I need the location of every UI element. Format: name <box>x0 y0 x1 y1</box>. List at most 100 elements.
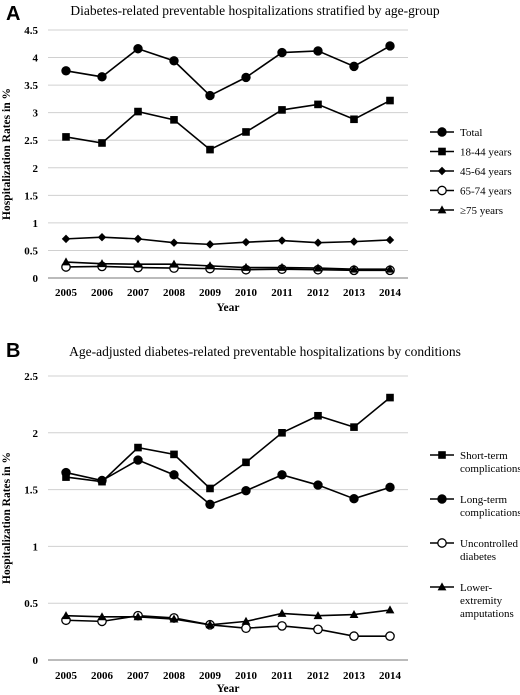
panel-b-legend-label: Uncontrolled <box>460 538 519 550</box>
panel-b-xtick-label: 2006 <box>91 670 114 682</box>
panel-a-series-3-point <box>313 238 323 247</box>
panel-a-ytick-label: 0.5 <box>24 245 38 257</box>
panel-b-series-4-point <box>169 614 179 623</box>
panel-b-legend-label: complications <box>460 507 520 519</box>
panel-b-xtick-label: 2007 <box>127 670 150 682</box>
panel-a-series-2-point <box>386 96 394 105</box>
panel-b-series-line-4 <box>65 609 391 626</box>
panel-b-legend-marker <box>437 538 447 548</box>
panel-b-series-2-point <box>133 455 143 465</box>
panel-a-series-1-point <box>277 47 287 58</box>
panel-a-series-2-point <box>314 100 322 109</box>
panel-a-xtick-label: 2013 <box>343 287 366 299</box>
panel-a-series-2-point <box>134 107 142 116</box>
panel-b-series-2-point <box>277 470 287 480</box>
panel-a-legend-label: 45-64 years <box>460 166 512 178</box>
panel-a-xtick-label: 2005 <box>55 287 78 299</box>
panel-b-series-line-3 <box>65 614 390 637</box>
panel-a-series-2-point <box>98 139 106 147</box>
panel-a-title: Diabetes-related preventable hospitaliza… <box>70 3 439 18</box>
panel-a-letter: A <box>6 3 20 25</box>
panel-b-ytick-label: 0 <box>33 655 39 667</box>
panel-a-series-3-point <box>133 234 143 244</box>
panel-b-xtick-label: 2010 <box>235 670 258 682</box>
panel-b-xlabel: Year <box>217 683 240 695</box>
panel-b-legend-label: diabetes <box>460 551 496 563</box>
panel-b-series-1-point <box>170 450 178 459</box>
panel-a-series-2-point <box>170 116 178 124</box>
panel-b-series-2-point <box>385 482 395 493</box>
panel-a-ytick-label: 1.5 <box>24 190 38 202</box>
panel-a-series-5-point <box>169 259 179 268</box>
panel-a-xtick-label: 2006 <box>91 287 114 299</box>
panel-b-series-4-point <box>241 616 251 625</box>
panel-a-xtick-label: 2010 <box>235 287 258 299</box>
panel-b-xtick-label: 2009 <box>199 670 222 682</box>
panel-b-letter: B <box>6 340 20 362</box>
panel-a-series-3-point <box>385 235 395 245</box>
panel-a-legend-marker <box>438 147 446 156</box>
panel-b-series-1-point <box>206 484 214 493</box>
panel-b-legend-label: Short-term <box>460 450 508 462</box>
panel-b-ytick-label: 2 <box>33 428 39 440</box>
panel-a-series-3-point <box>205 240 215 249</box>
panel-a-series-1-point <box>97 72 107 82</box>
panel-a-legend-marker <box>437 205 447 214</box>
panel-b-series-1-point <box>278 429 286 437</box>
panel-b-series-line-1 <box>65 396 391 490</box>
panel-a-series-5-point <box>349 264 359 273</box>
panel-a-series-2-point <box>278 106 286 114</box>
panel-b-ytick-label: 1.5 <box>24 485 38 497</box>
panel-a-xlabel: Year <box>217 302 240 314</box>
panel-b-series-4-point <box>349 609 359 618</box>
panel-b-xtick-label: 2014 <box>379 670 402 682</box>
panel-b-series-2-point <box>205 499 215 510</box>
panel-a-series-2-point <box>62 133 70 141</box>
panel-a-series-line-4 <box>65 265 390 272</box>
panel-b-series-2-point <box>241 486 251 496</box>
panel-a-legend-label: ≥75 years <box>460 205 503 217</box>
panel-a-series-3-point <box>277 236 287 245</box>
panel-b-xtick-label: 2005 <box>55 670 78 682</box>
panel-a-ytick-label: 3 <box>33 108 39 120</box>
panel-a-xtick-label: 2012 <box>307 287 330 299</box>
panel-a-ytick-label: 1 <box>33 218 39 230</box>
panel-a-ytick-label: 3.5 <box>24 80 38 92</box>
panel-a-series-1-point <box>313 46 323 56</box>
panel-b-xtick-label: 2013 <box>343 670 366 682</box>
panel-b-legend-label: amputations <box>460 608 514 620</box>
panel-b-series-3-point <box>313 624 323 635</box>
panel-a-series-5-point <box>313 263 323 272</box>
panel-a-series-5-point <box>97 259 107 268</box>
panel-b-series-2-point <box>313 480 323 490</box>
panel-a-series-2-point <box>350 115 358 124</box>
panel-a-series-5-point <box>277 262 287 271</box>
panel-b-series-4-point <box>205 620 215 629</box>
panel-b-series-4-point <box>97 612 107 621</box>
panel-a-legend-label: 18-44 years <box>460 147 512 159</box>
panel-b-legend-marker <box>438 451 446 459</box>
panel-a-legend-marker <box>437 127 447 137</box>
panel-a-series-3-point <box>97 233 107 242</box>
panel-a-series-3-point <box>241 237 251 247</box>
panel-a-xtick-label: 2014 <box>379 287 402 299</box>
panel-b-series-4-point <box>277 608 287 617</box>
panel-b-series-line-2 <box>65 459 391 506</box>
panel-a-series-3-point <box>169 238 179 247</box>
panel-a-legend-label: 65-74 years <box>460 186 512 198</box>
panel-b-series-3-point <box>241 623 251 634</box>
panel-b-xtick-label: 2011 <box>271 670 292 682</box>
panel-a-series-3-point <box>61 234 71 244</box>
panel-a-series-line-2 <box>65 99 391 151</box>
panel-a-series-5-point <box>385 264 395 273</box>
panel-a-series-1-point <box>385 41 395 51</box>
panel-b-ylabel: Hospitalization Rates in % <box>1 452 13 584</box>
panel-b-ytick-label: 2.5 <box>24 371 38 383</box>
panel-a-xtick-label: 2009 <box>199 287 222 299</box>
panel-a-ytick-label: 0 <box>33 273 39 285</box>
panel-b-series-2-point <box>61 467 71 478</box>
panel-a-series-1-point <box>205 90 215 101</box>
panel-b-legend-label: extremity <box>460 595 503 607</box>
